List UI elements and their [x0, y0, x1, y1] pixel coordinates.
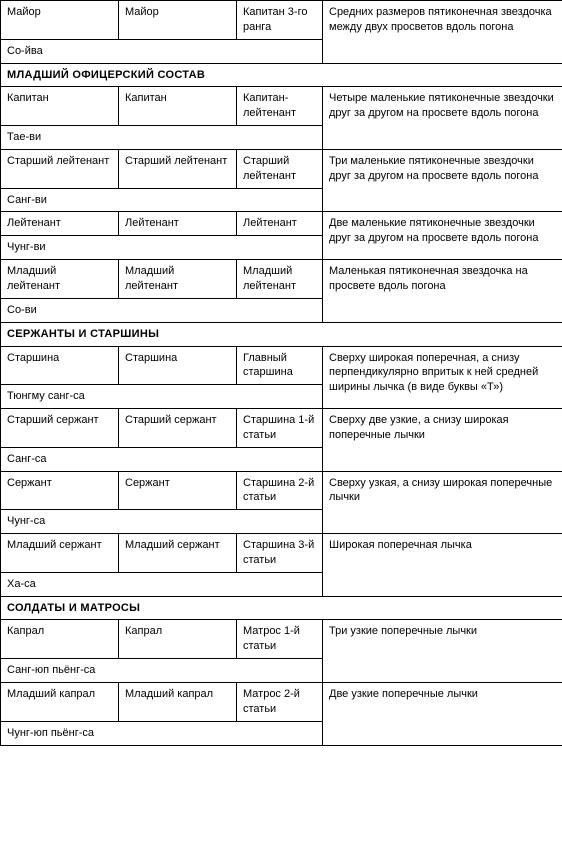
rank-native-name: Санг-юп пьёнг-са	[1, 659, 323, 683]
rank-col1: Капитан	[1, 87, 119, 126]
rank-col3: Старшина 3-й статьи	[237, 534, 323, 573]
rank-native-name: Со-ви	[1, 298, 323, 322]
rank-col2: Сержант	[119, 471, 237, 510]
rank-native-name: Тюнгму санг-са	[1, 385, 323, 409]
rank-col3: Капитан-лейтенант	[237, 87, 323, 126]
rank-col2: Лейтенант	[119, 212, 237, 236]
rank-col1: Майор	[1, 1, 119, 40]
rank-native-name: Ха-са	[1, 572, 323, 596]
rank-row: Старший лейтенантСтарший лейтенантСтарши…	[1, 149, 562, 188]
rank-description: Маленькая пятиконечная звездочка на прос…	[323, 260, 562, 323]
rank-col2: Старший лейтенант	[119, 149, 237, 188]
ranks-table: МайорМайорКапитан 3-го рангаСредних разм…	[0, 0, 562, 746]
rank-col2: Майор	[119, 1, 237, 40]
rank-col2: Младший лейтенант	[119, 260, 237, 299]
rank-col1: Сержант	[1, 471, 119, 510]
rank-col2: Младший капрал	[119, 683, 237, 722]
rank-col2: Капрал	[119, 620, 237, 659]
rank-row: СтаршинаСтаршинаГлавный старшинаСверху ш…	[1, 346, 562, 385]
section-header-cell: МЛАДШИЙ ОФИЦЕРСКИЙ СОСТАВ	[1, 63, 562, 87]
rank-col3: Младший лейтенант	[237, 260, 323, 299]
rank-row: СержантСержантСтаршина 2-й статьиСверху …	[1, 471, 562, 510]
rank-col1: Старшина	[1, 346, 119, 385]
rank-col3: Главный старшина	[237, 346, 323, 385]
section-header-cell: СЕРЖАНТЫ И СТАРШИНЫ	[1, 322, 562, 346]
rank-col1: Старший сержант	[1, 409, 119, 448]
rank-col1: Младший сержант	[1, 534, 119, 573]
rank-description: Сверху широкая поперечная, а снизу перпе…	[323, 346, 562, 409]
rank-row: КапралКапралМатрос 1-й статьиТри узкие п…	[1, 620, 562, 659]
rank-row: ЛейтенантЛейтенантЛейтенантДве маленькие…	[1, 212, 562, 236]
rank-description: Четыре маленькие пятиконечные звездочки …	[323, 87, 562, 150]
rank-row: Младший капралМладший капралМатрос 2-й с…	[1, 683, 562, 722]
rank-col3: Старшина 1-й статьи	[237, 409, 323, 448]
rank-row: КапитанКапитанКапитан-лейтенантЧетыре ма…	[1, 87, 562, 126]
rank-row: Младший лейтенантМладший лейтенантМладши…	[1, 260, 562, 299]
rank-col3: Матрос 2-й статьи	[237, 683, 323, 722]
rank-description: Средних размеров пятиконечная звездочка …	[323, 1, 562, 64]
rank-description: Широкая поперечная лычка	[323, 534, 562, 597]
rank-row: Старший сержантСтарший сержантСтаршина 1…	[1, 409, 562, 448]
rank-row: Младший сержантМладший сержантСтаршина 3…	[1, 534, 562, 573]
rank-description: Две маленькие пятиконечные звездочки дру…	[323, 212, 562, 260]
section-header-row: СОЛДАТЫ И МАТРОСЫ	[1, 596, 562, 620]
rank-row: МайорМайорКапитан 3-го рангаСредних разм…	[1, 1, 562, 40]
rank-col2: Старшина	[119, 346, 237, 385]
section-header-row: МЛАДШИЙ ОФИЦЕРСКИЙ СОСТАВ	[1, 63, 562, 87]
rank-col1: Старший лейтенант	[1, 149, 119, 188]
rank-description: Две узкие поперечные лычки	[323, 683, 562, 746]
section-header-row: СЕРЖАНТЫ И СТАРШИНЫ	[1, 322, 562, 346]
rank-description: Сверху две узкие, а снизу широкая попере…	[323, 409, 562, 472]
rank-description: Три узкие поперечные лычки	[323, 620, 562, 683]
rank-col3: Старшина 2-й статьи	[237, 471, 323, 510]
rank-native-name: Санг-ви	[1, 188, 323, 212]
section-header-cell: СОЛДАТЫ И МАТРОСЫ	[1, 596, 562, 620]
rank-native-name: Санг-са	[1, 447, 323, 471]
rank-col1: Лейтенант	[1, 212, 119, 236]
rank-col2: Капитан	[119, 87, 237, 126]
rank-col3: Капитан 3-го ранга	[237, 1, 323, 40]
rank-description: Сверху узкая, а снизу широкая поперечные…	[323, 471, 562, 534]
rank-col3: Лейтенант	[237, 212, 323, 236]
rank-col1: Младший капрал	[1, 683, 119, 722]
rank-col3: Матрос 1-й статьи	[237, 620, 323, 659]
rank-native-name: Чунг-са	[1, 510, 323, 534]
rank-native-name: Со-йва	[1, 39, 323, 63]
rank-col2: Младший сержант	[119, 534, 237, 573]
rank-description: Три маленькие пятиконечные звездочки дру…	[323, 149, 562, 212]
rank-col1: Капрал	[1, 620, 119, 659]
rank-native-name: Чунг-ви	[1, 236, 323, 260]
rank-native-name: Тае-ви	[1, 126, 323, 150]
rank-col1: Младший лейтенант	[1, 260, 119, 299]
rank-col2: Старший сержант	[119, 409, 237, 448]
rank-col3: Старший лейтенант	[237, 149, 323, 188]
rank-native-name: Чунг-юп пьёнг-са	[1, 721, 323, 745]
